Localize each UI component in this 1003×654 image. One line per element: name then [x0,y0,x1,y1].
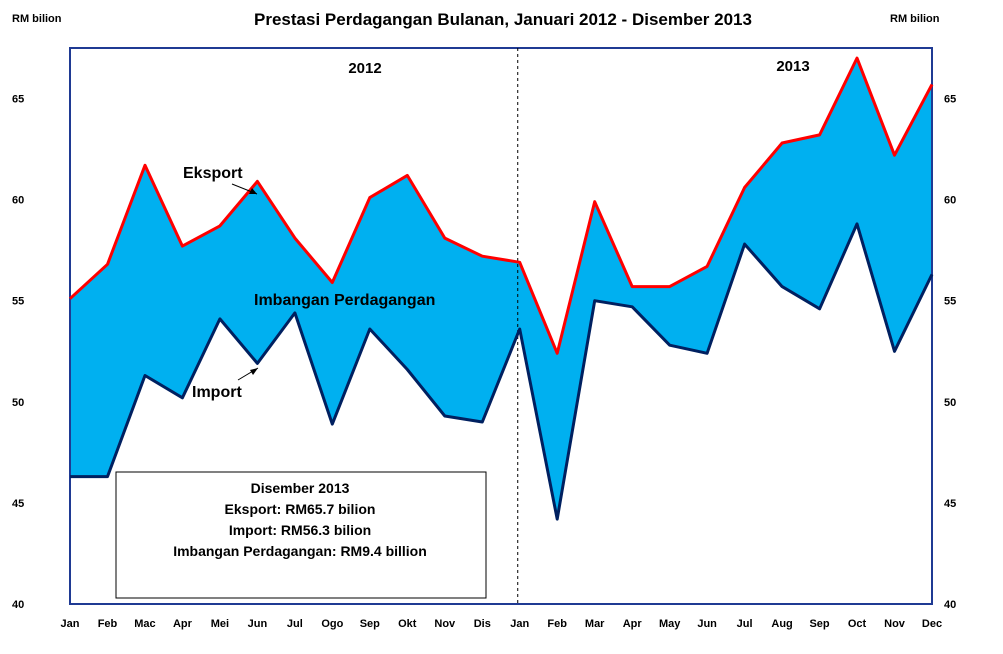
y-axis-right: 40 45 50 55 60 65 [944,94,956,611]
x-tick-2012-okt: Okt [398,618,417,630]
y-tick-right-50: 50 [944,397,956,409]
y-axis-left: 40 45 50 55 60 65 [12,94,24,611]
x-tick-2013-jun: Jun [697,618,717,630]
y-tick-right-40: 40 [944,599,956,611]
summary-box: Disember 2013 Eksport: RM65.7 bilion Imp… [115,471,487,599]
annotation-eksport: Eksport [183,165,243,182]
year-label-2012: 2012 [348,60,381,77]
x-tick-2012-jun: Jun [248,618,268,630]
annotation-import-arrowhead [250,368,258,375]
annotation-imbangan: Imbangan Perdagangan [254,292,435,309]
summary-eksport: Eksport: RM65.7 bilion [225,501,376,517]
y-axis-left-unit: RM bilion [12,13,62,25]
x-tick-2013-apr: Apr [623,618,643,630]
summary-title: Disember 2013 [251,480,350,496]
y-tick-right-45: 45 [944,498,956,510]
x-tick-2012-nov: Nov [434,618,456,630]
year-label-2013: 2013 [776,58,809,75]
trade-balance-area [70,58,932,520]
x-tick-2013-nov: Nov [884,618,906,630]
summary-box-frame [115,471,487,599]
y-tick-right-55: 55 [944,296,956,308]
annotation-eksport-arrowhead [249,188,257,194]
x-tick-2013-jul: Jul [737,618,753,630]
x-tick-2012-jan: Jan [61,618,80,630]
x-tick-2012-ogo: Ogo [321,618,343,630]
summary-import: Import: RM56.3 bilion [229,522,371,538]
x-tick-2012-apr: Apr [173,618,193,630]
x-tick-2013-sep: Sep [809,618,829,630]
x-tick-2013-feb: Feb [547,618,567,630]
plot-frame [69,47,933,605]
x-tick-2013-mar: Mar [585,618,605,630]
x-tick-2012-jul: Jul [287,618,303,630]
x-tick-2013-jan: Jan [510,618,529,630]
summary-imbangan: Imbangan Perdagangan: RM9.4 billion [173,543,427,559]
series-line-import [70,222,934,521]
x-tick-2012-feb: Feb [98,618,118,630]
chart-title: Prestasi Perdagangan Bulanan, Januari 20… [254,10,752,29]
x-axis: Jan Feb Mac Apr Mei Jun Jul Ogo Sep Okt Nov Dis Jan F… [61,618,943,630]
y-tick-left-40: 40 [12,599,24,611]
y-tick-right-60: 60 [944,195,956,207]
x-tick-2013-aug: Aug [771,618,792,630]
y-tick-left-60: 60 [12,195,24,207]
x-tick-2012-dis: Dis [474,618,491,630]
y-tick-left-45: 45 [12,498,24,510]
x-tick-2013-oct: Oct [848,618,867,630]
x-tick-2012-mei: Mei [211,618,229,630]
series-line-eksport [68,56,934,355]
x-tick-2013-may: May [659,618,681,630]
y-tick-right-65: 65 [944,94,956,106]
x-tick-2013-dec: Dec [922,618,942,630]
y-tick-left-55: 55 [12,296,24,308]
x-tick-2012-mac: Mac [134,618,155,630]
annotation-import: Import [192,384,242,401]
x-tick-2012-sep: Sep [360,618,380,630]
y-tick-left-65: 65 [12,94,24,106]
y-tick-left-50: 50 [12,397,24,409]
y-axis-right-unit: RM bilion [890,13,940,25]
